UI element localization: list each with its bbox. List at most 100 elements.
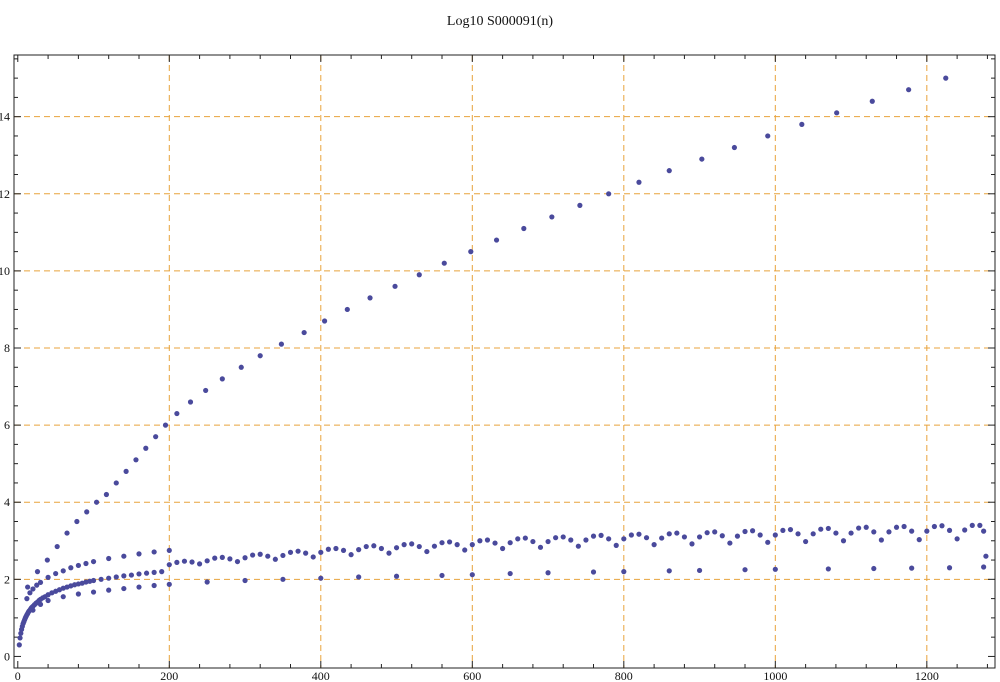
data-point <box>265 553 271 559</box>
data-point <box>83 560 89 567</box>
data-point <box>590 533 597 539</box>
data-point <box>659 535 665 541</box>
data-point <box>795 531 801 537</box>
data-point <box>272 556 278 562</box>
data-point <box>386 550 392 556</box>
data-point <box>651 542 657 548</box>
data-point <box>848 530 854 536</box>
data-point <box>37 601 44 607</box>
data-point <box>401 542 407 548</box>
y-tick-label: 2 <box>4 572 10 586</box>
data-point <box>174 559 180 565</box>
data-point <box>780 527 786 533</box>
data-point <box>939 523 945 529</box>
data-point <box>787 526 794 533</box>
y-tick-label: 4 <box>4 495 10 509</box>
data-points <box>16 75 989 648</box>
data-point <box>943 75 949 81</box>
data-point <box>431 543 438 549</box>
data-point <box>34 582 40 588</box>
data-point <box>916 537 922 543</box>
x-tick-label: 200 <box>160 669 178 682</box>
data-point <box>441 260 447 266</box>
data-point <box>772 532 778 538</box>
data-point <box>37 579 44 586</box>
data-point <box>983 553 989 559</box>
data-point <box>27 590 33 596</box>
data-point <box>613 542 619 549</box>
data-point <box>439 540 445 546</box>
y-tick-label: 0 <box>4 649 10 663</box>
data-point <box>121 573 127 579</box>
data-point <box>530 538 536 545</box>
data-point <box>810 531 816 537</box>
data-point <box>734 533 741 539</box>
data-point <box>344 306 350 313</box>
data-point <box>749 528 756 534</box>
data-point <box>136 571 142 577</box>
data-point <box>549 214 555 220</box>
data-point <box>287 549 294 555</box>
data-point <box>674 530 680 536</box>
data-point <box>439 572 445 579</box>
data-point <box>742 528 748 535</box>
data-point <box>521 225 527 232</box>
data-point <box>621 569 627 575</box>
data-point <box>977 522 983 528</box>
data-point <box>301 329 307 336</box>
data-point <box>121 553 127 559</box>
data-point <box>704 530 710 536</box>
data-point <box>454 542 460 548</box>
data-point <box>242 577 248 584</box>
data-point <box>250 552 256 558</box>
data-point <box>545 538 551 545</box>
data-point <box>278 341 285 347</box>
data-point <box>583 537 589 543</box>
tick-labels: 0 200 400 600 800 1000 1200 0 2 4 6 8 10 12 14 <box>0 110 939 682</box>
x-tick-label: 0 <box>15 669 21 682</box>
data-point <box>981 564 987 570</box>
data-point <box>666 568 672 574</box>
data-point <box>666 168 672 174</box>
data-point <box>507 540 513 546</box>
data-point <box>446 539 453 545</box>
data-point <box>75 591 81 597</box>
data-point <box>153 434 159 440</box>
data-point <box>310 554 316 560</box>
y-tick-label: 12 <box>0 187 10 201</box>
data-point <box>151 549 157 555</box>
data-point <box>840 538 847 544</box>
data-point <box>204 579 210 585</box>
data-point <box>242 555 248 561</box>
data-point <box>681 534 688 540</box>
data-point <box>196 561 203 567</box>
data-point <box>931 523 937 530</box>
data-point <box>53 570 59 577</box>
data-point <box>666 531 672 537</box>
data-point <box>54 543 60 550</box>
data-point <box>621 536 627 542</box>
data-point <box>84 509 90 515</box>
data-point <box>151 582 157 589</box>
data-point <box>869 98 875 104</box>
data-point <box>568 537 574 543</box>
data-point <box>181 558 188 564</box>
data-point <box>303 550 309 556</box>
data-point <box>90 558 97 565</box>
data-point <box>636 531 642 537</box>
data-point <box>416 543 422 550</box>
data-point <box>575 543 581 549</box>
data-point <box>106 575 112 581</box>
data-point <box>45 574 51 580</box>
data-point <box>136 551 142 557</box>
data-point <box>113 574 119 580</box>
data-point <box>106 587 112 593</box>
data-point <box>18 630 24 636</box>
data-point <box>424 548 430 555</box>
data-point <box>560 534 566 540</box>
data-point <box>348 552 354 558</box>
data-point <box>696 534 703 540</box>
data-point <box>863 524 869 530</box>
data-point <box>234 558 241 565</box>
